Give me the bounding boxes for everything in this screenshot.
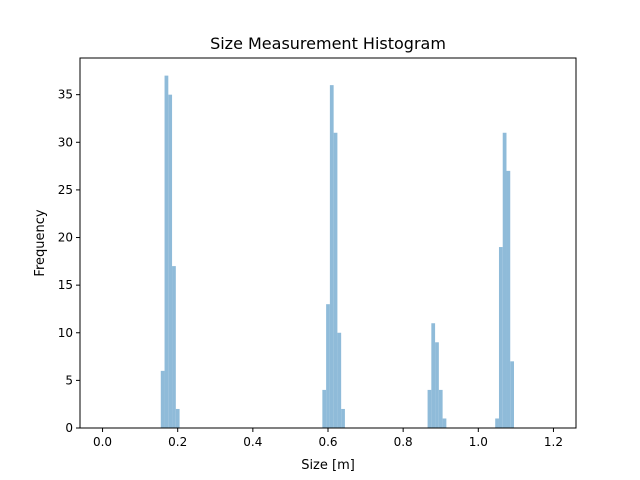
y-tick-label: 0 [65,421,73,435]
histogram-bar [438,389,443,428]
histogram-bar [164,75,169,429]
histogram-bar [431,323,436,428]
x-axis-label: Size [m] [301,458,355,473]
histogram-bar [495,418,499,428]
y-tick-label: 5 [65,373,73,387]
histogram-bar [337,332,342,428]
y-tick-label: 30 [58,135,73,149]
chart-title: Size Measurement Histogram [210,34,446,53]
histogram-bar [326,304,330,428]
y-tick-label: 10 [58,326,73,340]
x-axis-ticks: 0.0 0.2 0.4 0.6 0.8 1.0 1.2 [93,428,563,449]
y-tick-label: 25 [58,183,73,197]
histogram-bar [333,132,338,428]
histogram-bar [435,342,439,428]
x-tick-label: 1.0 [469,435,488,449]
histogram-bar [175,408,180,428]
x-tick-label: 1.2 [544,435,563,449]
y-tick-label: 20 [58,231,73,245]
histogram-bar [510,361,514,428]
x-tick-label: 0.0 [93,435,112,449]
y-axis-label: Frequency [33,209,48,276]
x-tick-label: 0.6 [318,435,337,449]
histogram-bar [160,370,165,428]
histogram-bar [442,418,447,428]
histogram-bar [168,94,173,429]
x-tick-label: 0.2 [168,435,187,449]
y-axis-ticks: 0 5 10 15 20 25 30 35 [58,88,80,435]
histogram-bar [172,266,176,428]
x-tick-label: 0.8 [394,435,413,449]
histogram-bar [498,247,503,428]
bars-group [160,75,514,429]
histogram-bar [329,85,334,428]
y-tick-label: 35 [58,88,73,102]
y-tick-label: 15 [58,278,73,292]
histogram-bar [322,389,327,428]
histogram-bar [427,389,432,428]
histogram-bar [506,170,511,429]
histogram-bar [502,132,507,428]
histogram-bar [341,408,345,428]
x-tick-label: 0.4 [243,435,262,449]
